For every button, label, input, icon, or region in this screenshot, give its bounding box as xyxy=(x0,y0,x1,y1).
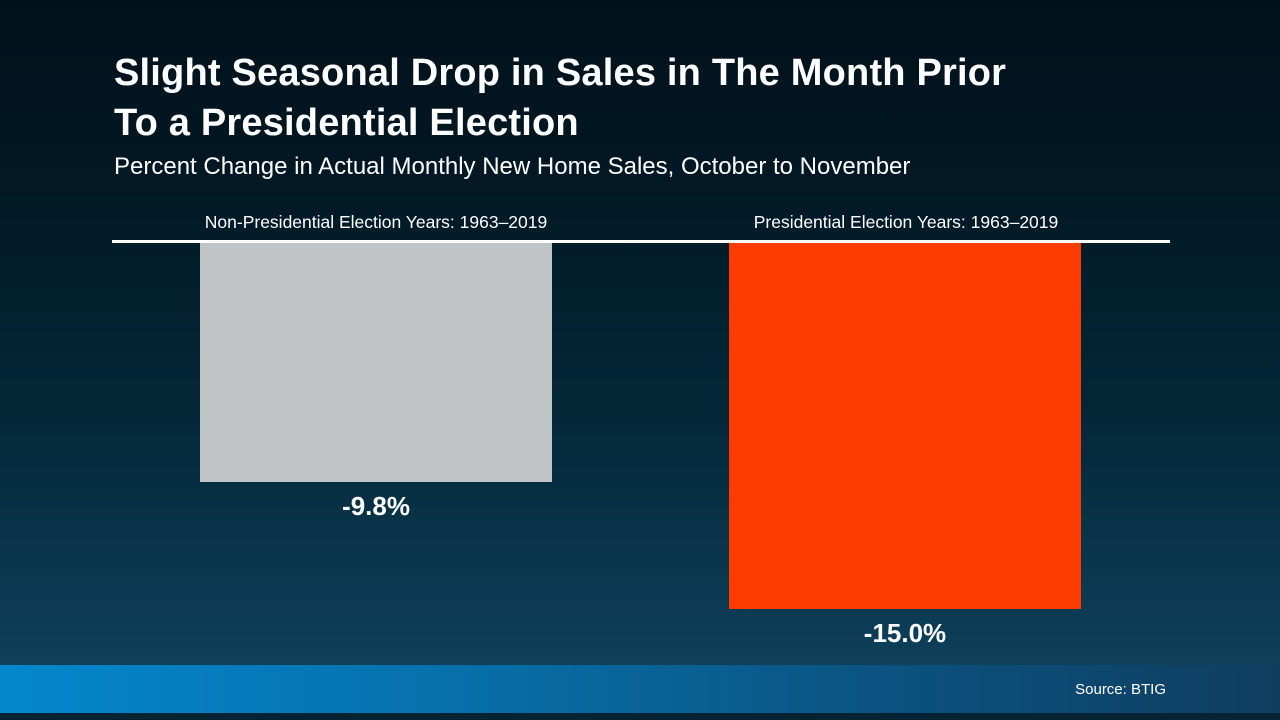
bar-value-non-presidential: -9.8% xyxy=(342,491,410,521)
category-label-presidential: Presidential Election Years: 1963–2019 xyxy=(753,212,1059,232)
bar-value-presidential: -15.0% xyxy=(863,618,947,648)
chart-subtitle: Percent Change in Actual Monthly New Hom… xyxy=(114,153,911,180)
footer-bar: Source: BTIG xyxy=(0,665,1280,713)
bottom-strip xyxy=(0,713,1280,720)
category-label-non-presidential: Non-Presidential Election Years: 1963–20… xyxy=(204,212,548,232)
baseline-axis xyxy=(112,240,1170,243)
bar-group-non-presidential: -9.8% xyxy=(200,243,552,522)
bar-non-presidential xyxy=(200,243,552,482)
chart-title-line2: To a Presidential Election xyxy=(114,102,579,144)
chart-title-line1: Slight Seasonal Drop in Sales in The Mon… xyxy=(114,52,1007,94)
source-attribution: Source: BTIG xyxy=(1075,680,1166,698)
bar-presidential xyxy=(729,243,1081,609)
chart-title: Slight Seasonal Drop in Sales in The Mon… xyxy=(114,48,1174,148)
bar-group-presidential: -15.0% xyxy=(729,243,1081,649)
